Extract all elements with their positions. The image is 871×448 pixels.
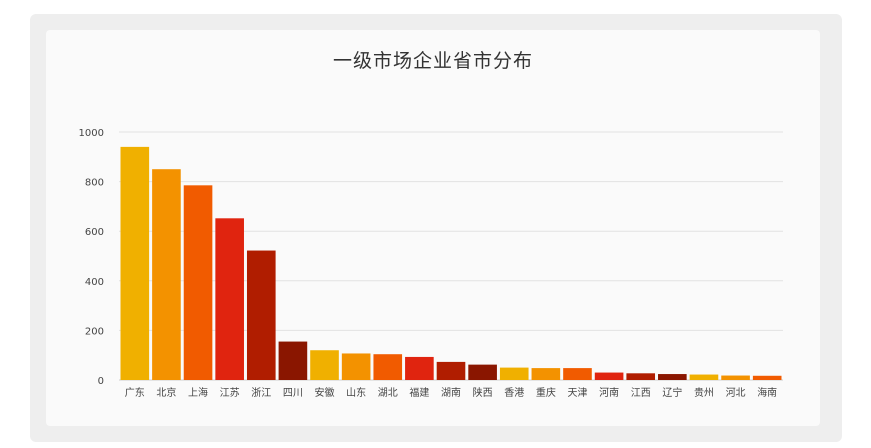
bar-陕西	[468, 364, 497, 380]
x-tick-label: 江苏	[220, 386, 240, 399]
bars	[120, 146, 782, 380]
bar-福建	[405, 356, 434, 380]
x-tick-label: 四川	[283, 388, 303, 399]
x-tick-label: 陕西	[473, 386, 493, 399]
bar-海南	[752, 375, 782, 380]
bar-山东	[341, 353, 371, 380]
bar-浙江	[246, 250, 276, 380]
bar-河南	[594, 372, 624, 380]
x-tick-label: 上海	[188, 386, 208, 399]
bar-辽宁	[658, 374, 687, 380]
y-tick-label: 800	[85, 178, 104, 189]
x-tick-label: 湖北	[378, 387, 398, 399]
x-tick-label: 河北	[726, 387, 746, 399]
x-axis: 广东 北京 上海 江苏 浙江 四川 安徽 山东 湖北 福建 湖南 陕西 香港 重庆 天津 河南 江西 辽宁 贵州 河北…	[125, 386, 777, 399]
x-tick-label: 重庆	[536, 386, 556, 399]
x-tick-label: 福建	[409, 386, 429, 399]
x-tick-label: 辽宁	[662, 386, 682, 399]
bar-上海	[183, 185, 213, 380]
x-tick-label: 广东	[125, 386, 145, 399]
bar-北京	[152, 169, 181, 380]
y-tick-label: 600	[85, 227, 104, 238]
x-tick-label: 河南	[599, 386, 619, 399]
bar-河北	[721, 375, 750, 380]
x-tick-label: 江西	[631, 387, 651, 399]
x-tick-label: 山东	[346, 386, 366, 399]
y-axis: 0 200 400 600 800 1000	[79, 128, 104, 387]
y-tick-label: 0	[98, 376, 104, 387]
bar-湖北	[373, 354, 403, 380]
bar-江西	[626, 373, 656, 380]
bar-天津	[563, 368, 592, 380]
x-tick-label: 安徽	[315, 386, 335, 399]
x-tick-label: 贵州	[694, 386, 714, 399]
bar-贵州	[689, 374, 719, 380]
x-tick-label: 北京	[156, 386, 176, 399]
y-tick-label: 400	[85, 277, 104, 288]
bar-湖南	[436, 361, 466, 380]
x-tick-label: 香港	[504, 387, 524, 399]
x-tick-label: 海南	[757, 386, 777, 399]
bar-四川	[278, 341, 308, 380]
bar-广东	[120, 146, 150, 380]
y-tick-label: 1000	[79, 128, 104, 139]
x-tick-label: 湖南	[441, 386, 461, 399]
x-tick-label: 浙江	[251, 387, 271, 399]
bar-重庆	[531, 368, 561, 380]
chart-title: 一级市场企业省市分布	[332, 50, 533, 72]
y-tick-label: 200	[85, 326, 104, 337]
x-tick-label: 天津	[567, 387, 587, 399]
bar-江苏	[215, 218, 244, 380]
bar-安徽	[310, 350, 339, 380]
bar-香港	[499, 367, 529, 380]
